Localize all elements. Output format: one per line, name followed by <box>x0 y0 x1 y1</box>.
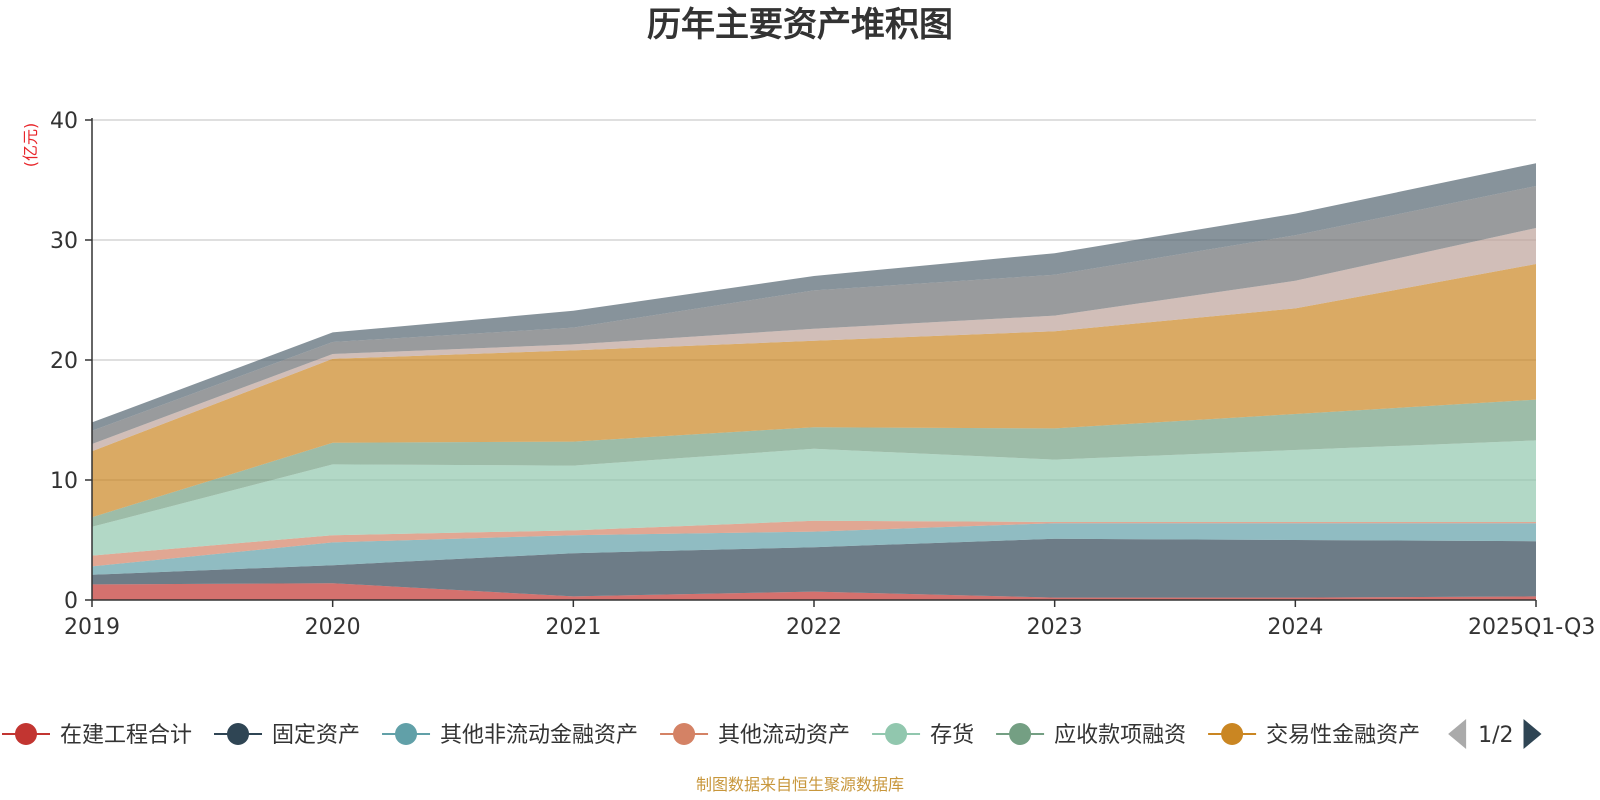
area-series-2[interactable] <box>92 538 1536 598</box>
legend[interactable]: 在建工程合计 固定资产 其他非流动金融资产 其他流动资产 存货 应收款项融资 交易性金融资产… <box>2 719 1542 749</box>
x-tick-label: 2024 <box>1267 615 1323 640</box>
legend-marker <box>673 723 696 745</box>
legend-page-indicator: 1/2 <box>1478 723 1513 748</box>
y-tick-label: 30 <box>50 229 78 254</box>
legend-label: 在建工程合计 <box>60 723 192 748</box>
legend-item-3[interactable]: 其他非流动金融资产 <box>382 723 638 748</box>
data-source-note: 制图数据来自恒生聚源数据库 <box>696 775 904 794</box>
legend-marker <box>885 723 908 745</box>
x-tick-label: 2025Q1-Q3 <box>1468 615 1595 640</box>
area-series-6[interactable] <box>92 399 1536 527</box>
legend-marker <box>395 723 418 745</box>
legend-marker <box>1221 723 1244 745</box>
x-tick-label: 2019 <box>64 615 120 640</box>
legend-marker <box>15 723 37 745</box>
area-series <box>92 163 1536 600</box>
y-tick-label: 10 <box>50 469 78 494</box>
legend-marker <box>1009 723 1032 745</box>
legend-item-6[interactable]: 应收款项融资 <box>996 723 1186 748</box>
legend-item-5[interactable]: 存货 <box>872 723 974 748</box>
legend-label: 存货 <box>930 723 974 748</box>
legend-marker <box>227 723 250 745</box>
y-tick-label: 40 <box>50 109 78 134</box>
legend-item-4[interactable]: 其他流动资产 <box>660 723 850 748</box>
legend-label: 交易性金融资产 <box>1266 723 1420 748</box>
x-tick-label: 2020 <box>305 615 361 640</box>
legend-pagination: 1/2 <box>1448 719 1542 749</box>
legend-next-icon[interactable] <box>1523 719 1542 749</box>
legend-item-7[interactable]: 交易性金融资产 <box>1208 723 1420 748</box>
chart-title: 历年主要资产堆积图 <box>647 5 953 45</box>
legend-label: 其他流动资产 <box>718 723 850 748</box>
legend-item-1[interactable]: 在建工程合计 <box>2 723 192 748</box>
area-series-4[interactable] <box>92 520 1536 567</box>
legend-label: 固定资产 <box>272 723 360 748</box>
axes: 0 10 20 30 40 2019 2020 2021 2022 2023 2024 2025Q1-… <box>50 109 1595 640</box>
y-axis-unit: (亿元) <box>21 123 40 168</box>
area-series-5[interactable] <box>92 440 1536 556</box>
legend-prev-icon[interactable] <box>1448 719 1467 749</box>
legend-item-2[interactable]: 固定资产 <box>214 723 360 748</box>
y-tick-label: 0 <box>64 589 78 614</box>
legend-label: 其他非流动金融资产 <box>440 723 638 748</box>
x-tick-label: 2021 <box>545 615 601 640</box>
area-series-8[interactable] <box>92 228 1536 452</box>
area-series-7[interactable] <box>92 264 1536 518</box>
legend-label: 应收款项融资 <box>1054 723 1186 748</box>
area-series-3[interactable] <box>92 523 1536 575</box>
x-tick-label: 2023 <box>1027 615 1083 640</box>
y-tick-label: 20 <box>50 349 78 374</box>
area-series-9[interactable] <box>92 186 1536 444</box>
x-tick-label: 2022 <box>786 615 842 640</box>
